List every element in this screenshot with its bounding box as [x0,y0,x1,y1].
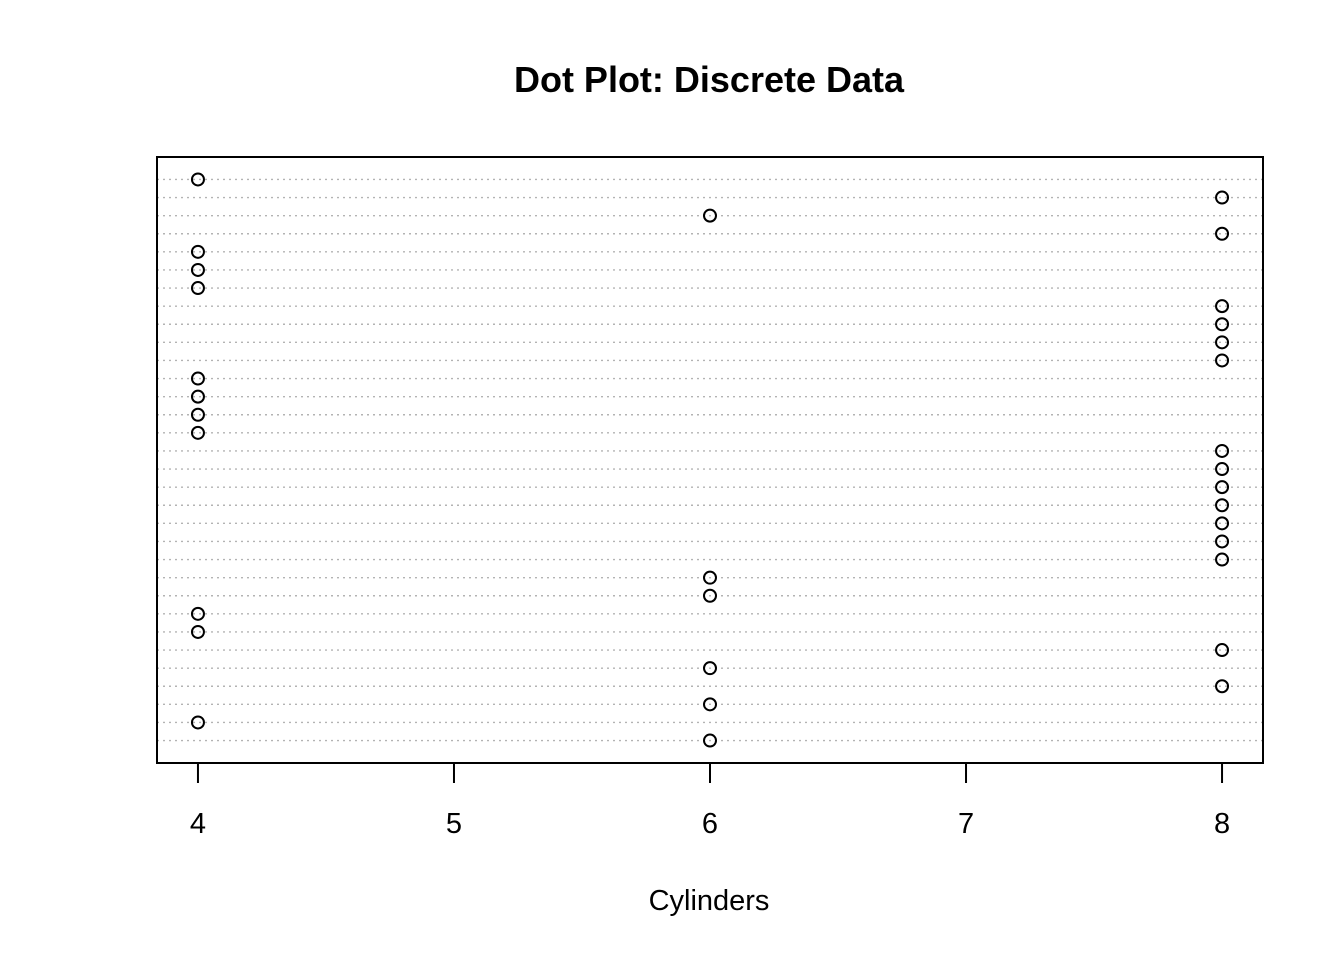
data-point [190,425,205,440]
data-point [1215,226,1230,241]
data-point [1215,534,1230,549]
data-point [703,733,717,748]
data-point [703,588,717,603]
data-point [703,697,717,712]
x-tick-label: 4 [190,808,206,840]
x-tick-label: 5 [446,808,462,840]
data-point [703,661,717,676]
data-point [1215,552,1230,567]
grid-lines [157,178,1263,742]
data-point [190,244,205,259]
x-tick-label: 6 [702,808,718,840]
x-tick-label: 7 [958,808,974,840]
data-point [703,570,717,585]
data-point [703,208,717,223]
data-point [1215,643,1230,658]
data-point [1215,299,1230,314]
data-point [1215,516,1230,531]
chart-title: Dot Plot: Discrete Data [514,59,905,100]
data-point [190,624,205,639]
data-point [1215,498,1230,513]
x-axis-label: Cylinders [649,885,770,917]
data-point [1215,480,1230,495]
data-point [1215,190,1230,205]
data-point [1215,462,1230,477]
data-point [190,407,205,422]
data-point [1215,353,1230,368]
x-tick-label: 8 [1214,808,1230,840]
data-point [190,281,205,296]
x-axis: 4 5 6 7 8 [190,763,1230,840]
data-point [190,371,205,386]
data-point [190,606,205,621]
plot-frame [156,156,1264,764]
data-point [190,389,205,404]
data-point [1215,335,1230,350]
data-point [190,715,205,730]
data-point [190,172,205,187]
data-point [1215,679,1230,694]
data-point [190,262,205,277]
data-point [1215,317,1230,332]
data-points [190,172,1230,748]
data-point [1215,443,1230,458]
